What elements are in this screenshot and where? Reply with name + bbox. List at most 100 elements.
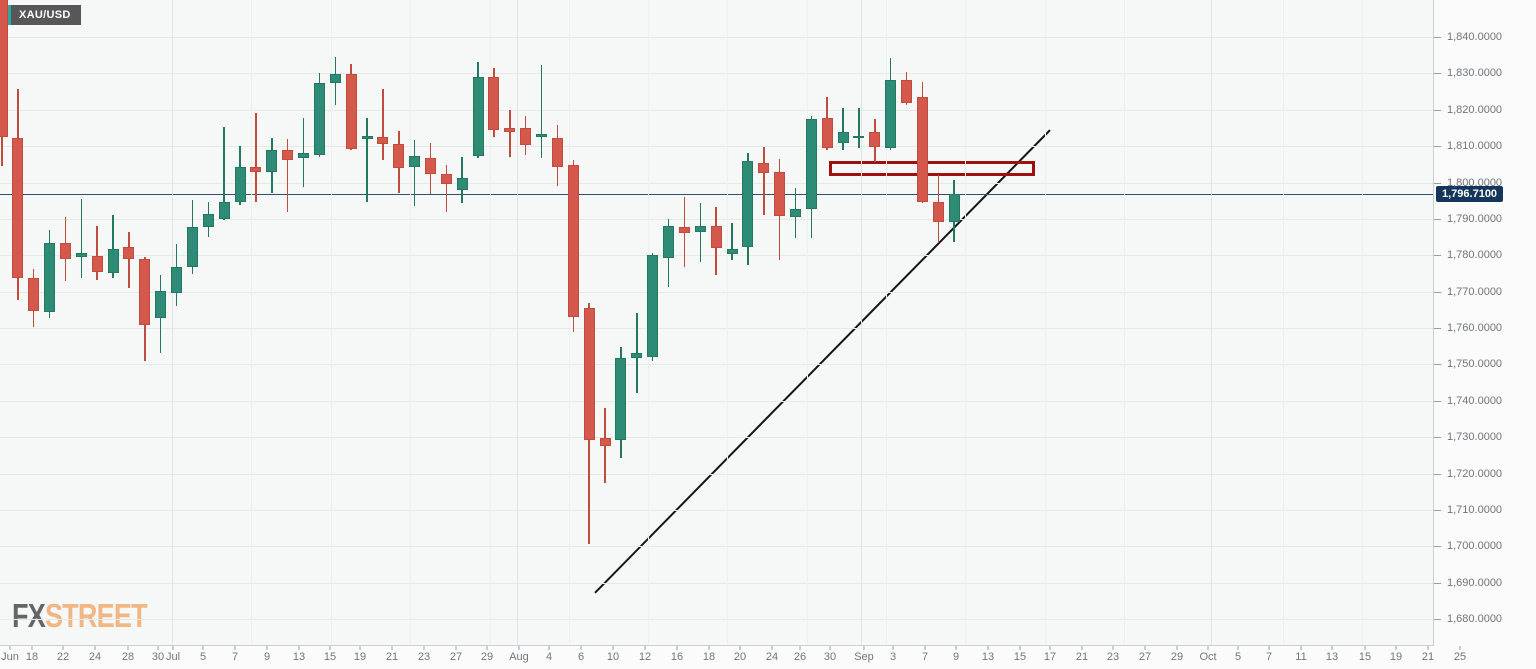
bear-candle-body <box>932 201 944 222</box>
price-gridline <box>0 37 1433 38</box>
week-gridline <box>727 0 728 645</box>
time-axis-label: 21 <box>385 651 399 663</box>
price-axis-tick <box>1434 73 1441 75</box>
price-axis[interactable]: 1,796.7100 1,840.0000 1,830.0000 1,820.000… <box>1434 0 1536 645</box>
current-price-line <box>0 193 1433 196</box>
time-axis-label: 13 <box>292 651 306 663</box>
time-axis-label: 9 <box>263 651 271 663</box>
time-axis-label: 23 <box>1106 651 1120 663</box>
time-axis-tick <box>329 646 331 650</box>
time-axis-tick <box>31 646 33 650</box>
bear-candle-body <box>377 136 389 144</box>
time-axis-tick <box>612 646 614 650</box>
bear-candle-body <box>520 128 532 146</box>
bear-candle-body <box>583 308 595 441</box>
time-axis-label: 25 <box>1453 651 1467 663</box>
price-gridline <box>0 364 1433 366</box>
time-axis-tick <box>799 646 801 650</box>
time-axis-tick <box>987 646 989 650</box>
time-axis-tick <box>708 646 710 650</box>
bear-candle-body <box>424 157 436 175</box>
bull-candle-body <box>805 118 817 210</box>
bull-candle-wick <box>112 214 114 279</box>
bear-candle-wick <box>128 231 130 288</box>
time-axis-tick <box>924 646 926 650</box>
price-gridline <box>0 509 1433 511</box>
bull-candle-wick <box>302 118 305 188</box>
symbol-badge-label: XAU/USD <box>19 9 71 21</box>
time-axis-tick <box>1395 646 1397 650</box>
time-axis-label: 6 <box>577 651 585 663</box>
bear-candle-body <box>678 227 690 234</box>
time-axis-tick <box>202 646 204 650</box>
week-gridline <box>410 0 411 645</box>
price-axis-label: 1,780.0000 <box>1447 249 1503 262</box>
bear-candle-body <box>567 165 579 317</box>
time-axis-tick <box>1459 646 1461 650</box>
price-axis-tick <box>1434 619 1441 620</box>
week-gridline <box>1362 0 1363 645</box>
time-axis-label: 9 <box>952 651 960 663</box>
bull-candle-wick <box>731 222 733 260</box>
time-axis-label: 15 <box>323 651 337 663</box>
time-axis[interactable]: Jun 18 22 24 28 30 Jul 5 7 9 13 15 19 21 23 27 29 Aug 4 6 10… <box>0 646 1536 669</box>
bull-candle-wick <box>699 203 702 262</box>
time-axis-tick <box>1268 646 1270 650</box>
price-axis-tick <box>1434 255 1441 257</box>
price-axis-label: 1,790.0000 <box>1447 212 1503 225</box>
bull-candle-body <box>663 226 675 259</box>
bull-candle-body <box>44 242 56 312</box>
week-gridline <box>1045 0 1046 645</box>
time-axis-tick <box>1364 646 1366 650</box>
time-axis-tick <box>298 646 300 650</box>
bull-candle-body <box>202 213 214 228</box>
bull-candle-body <box>218 201 230 220</box>
bear-candle-body <box>28 277 40 311</box>
price-gridline <box>0 546 1433 548</box>
price-axis-label: 1,820.0000 <box>1447 103 1503 116</box>
bull-candle-body <box>837 131 849 144</box>
price-axis-tick <box>1434 37 1441 38</box>
time-axis-label: 7 <box>921 651 929 663</box>
price-axis-label: 1,720.0000 <box>1447 467 1503 480</box>
week-gridline <box>807 0 808 645</box>
time-axis-label: 30 <box>823 651 837 663</box>
week-gridline <box>569 0 570 645</box>
time-axis-tick <box>548 646 550 650</box>
bear-candle-wick <box>445 165 448 212</box>
bear-candle-wick <box>286 139 289 212</box>
time-axis-label: 16 <box>670 651 684 663</box>
week-gridline <box>965 0 966 645</box>
fxstreet-logo: FXSTREET <box>12 597 148 635</box>
time-axis-label: 4 <box>545 651 553 663</box>
price-axis-label: 1,680.0000 <box>1447 613 1503 625</box>
price-axis-tick <box>1434 437 1441 439</box>
time-axis-label: 21 <box>1075 651 1089 663</box>
bull-candle-body <box>234 167 246 202</box>
candlestick-plot-area[interactable]: XAU/USD FXSTREET <box>0 0 1434 646</box>
time-axis-label: Jun <box>1 651 19 663</box>
bull-candle-wick <box>540 65 543 159</box>
bear-candle-wick <box>255 112 257 202</box>
bull-candle-body <box>361 135 373 139</box>
price-axis-tick <box>1434 364 1441 366</box>
time-axis-tick <box>62 646 64 650</box>
time-axis-label: 12 <box>638 651 652 663</box>
trendline-layer <box>594 129 1051 594</box>
time-axis-tick <box>359 646 361 650</box>
bear-candle-body <box>710 226 722 249</box>
time-axis-tick <box>739 646 741 650</box>
bear-candle-body <box>758 162 770 173</box>
time-axis-label: 5 <box>199 651 207 663</box>
price-axis-tick <box>1434 400 1441 402</box>
time-axis-label: 21 <box>1421 651 1435 663</box>
price-gridline <box>0 109 1433 111</box>
bull-candle-body <box>647 254 659 357</box>
price-axis-tick <box>1434 109 1441 111</box>
time-axis-label: Oct <box>1199 651 1217 663</box>
time-axis-tick <box>94 646 96 650</box>
time-axis-label: 11 <box>1295 651 1307 663</box>
time-axis-tick <box>455 646 457 650</box>
bear-candle-body <box>282 150 294 160</box>
bear-candle-body <box>59 243 71 259</box>
